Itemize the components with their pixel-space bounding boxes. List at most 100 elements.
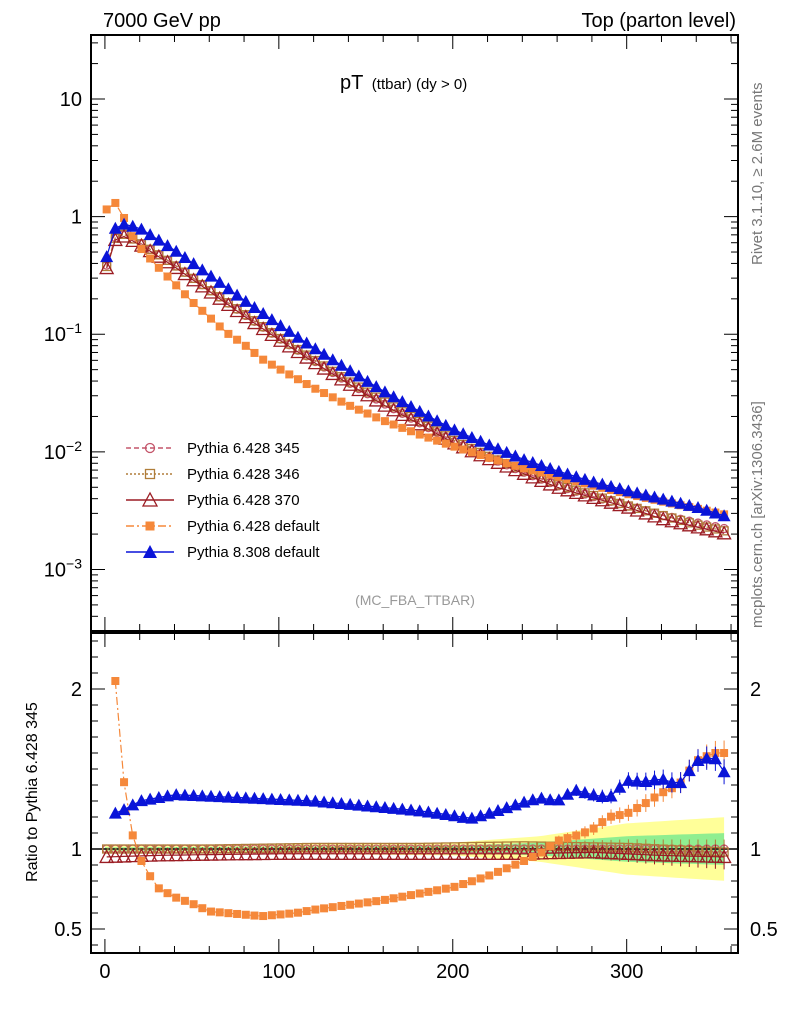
ratio-point	[110, 844, 120, 854]
legend-entry: Pythia 6.428 370	[126, 491, 300, 509]
legend-marker	[143, 545, 157, 558]
data-point	[285, 370, 294, 379]
data-point	[493, 456, 502, 465]
legend-label: Pythia 6.428 346	[187, 466, 300, 483]
ratio-point	[232, 843, 242, 854]
ratio-point	[233, 909, 242, 918]
series-line	[106, 233, 725, 530]
ratio-panel-frame	[90, 632, 739, 954]
ratio-point	[612, 845, 628, 860]
ratio-point	[520, 857, 529, 865]
legend-marker	[144, 468, 156, 480]
ratio-point	[308, 794, 322, 807]
legend-marker	[141, 491, 159, 507]
ratio-point	[259, 912, 268, 921]
ratio-point	[423, 842, 434, 852]
ratio-point	[99, 849, 115, 864]
data-point	[300, 336, 314, 349]
ratio-point	[674, 776, 688, 789]
ratio-point	[317, 795, 331, 808]
data-point	[691, 501, 705, 514]
data-point	[516, 465, 532, 480]
ratio-point	[326, 796, 340, 809]
ratio-point	[511, 860, 520, 869]
ratio-point	[171, 844, 181, 854]
ratio-point	[554, 836, 563, 845]
ratio-point	[293, 842, 303, 853]
ratio-point	[117, 803, 131, 816]
data-point	[467, 448, 476, 457]
data-point	[587, 475, 601, 488]
data-point	[325, 366, 341, 381]
ratio-point	[377, 845, 393, 860]
data-point	[648, 490, 662, 503]
ratio-point	[186, 846, 202, 861]
data-point	[159, 254, 176, 269]
data-point	[195, 263, 209, 276]
ratio-point	[275, 843, 286, 853]
data-point	[152, 233, 166, 246]
data-point	[276, 365, 285, 374]
data-point	[333, 371, 350, 386]
ratio-point	[250, 911, 259, 920]
ratio-point	[561, 787, 575, 800]
data-point	[302, 380, 311, 389]
main-panel-series	[99, 198, 732, 540]
data-point	[308, 342, 322, 355]
data-point	[187, 257, 201, 270]
ratio-point	[180, 896, 189, 905]
ratio-point	[493, 867, 502, 876]
ratio-point	[264, 846, 280, 861]
ratio-point	[213, 790, 227, 803]
data-point	[239, 294, 253, 307]
ratio-point	[107, 848, 123, 863]
ratio-point	[215, 844, 225, 854]
ratio-point	[195, 789, 209, 802]
data-point	[246, 315, 263, 330]
ratio-point	[361, 799, 375, 812]
ratio-point	[215, 908, 224, 917]
legend-entry: Pythia 8.308 default	[126, 544, 320, 561]
ratio-point	[224, 909, 233, 918]
ratio-point	[108, 806, 122, 819]
data-point	[595, 477, 609, 490]
data-point	[517, 453, 531, 466]
ratio-point	[337, 901, 346, 910]
ratio-point	[378, 801, 392, 814]
data-point	[441, 439, 450, 448]
data-point	[221, 282, 235, 295]
ratio-point	[342, 845, 358, 860]
ratio-point	[638, 846, 654, 861]
ratio-point	[507, 845, 523, 860]
data-point	[612, 497, 628, 512]
ratio-point	[439, 807, 453, 820]
ratio-point	[359, 845, 376, 860]
ratio-point	[265, 792, 279, 805]
data-point	[233, 335, 242, 344]
ratio-point	[310, 842, 321, 853]
data-point	[317, 347, 331, 360]
data-point	[154, 263, 163, 272]
data-point	[320, 389, 329, 398]
data-point	[293, 375, 302, 384]
data-point	[380, 417, 389, 426]
data-point	[250, 348, 259, 357]
data-point	[265, 313, 279, 326]
ratio-point	[302, 842, 312, 853]
ratio-point	[212, 846, 228, 861]
data-point	[450, 442, 459, 451]
ratio-point	[362, 842, 373, 853]
data-point	[352, 369, 366, 382]
ratio-point	[484, 841, 494, 851]
ratio-point	[282, 793, 296, 806]
main-panel-frame	[90, 34, 739, 632]
data-point	[247, 300, 261, 313]
data-point	[99, 260, 115, 275]
data-point	[674, 496, 688, 509]
data-point	[334, 358, 348, 371]
ratio-point	[407, 891, 416, 900]
ratio-point	[238, 846, 254, 861]
data-point	[299, 349, 315, 364]
ratio-point	[154, 884, 163, 893]
